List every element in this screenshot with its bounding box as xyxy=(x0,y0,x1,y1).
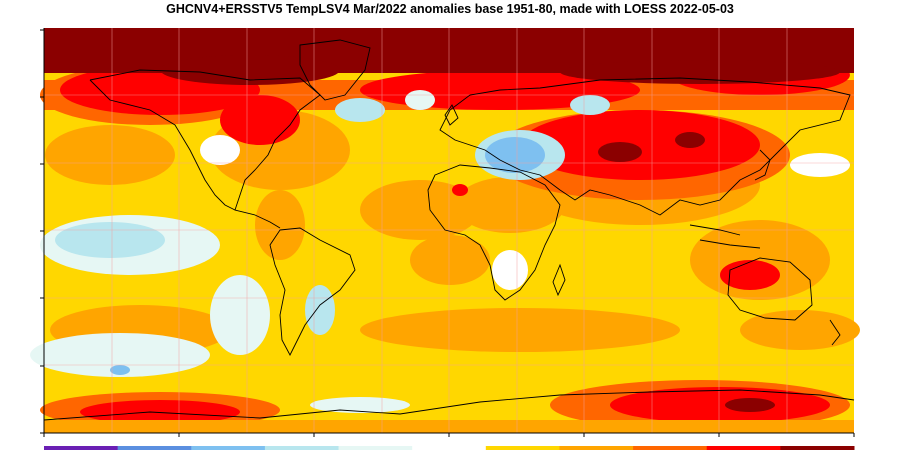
greenland-coast xyxy=(299,39,371,101)
scale-swatch xyxy=(633,446,708,450)
indonesia-coast xyxy=(689,224,761,249)
coastlines xyxy=(43,39,855,421)
scale-swatch xyxy=(191,446,266,450)
new-zealand-coast xyxy=(829,319,841,346)
antarctica-coast xyxy=(43,389,855,421)
cool-anomaly-patches xyxy=(30,90,850,413)
scale-swatch xyxy=(780,446,855,450)
japan-coast xyxy=(754,149,771,181)
madagascar-coast xyxy=(552,263,566,297)
central-asia-core xyxy=(598,142,642,162)
australia-coast xyxy=(727,257,813,321)
scale-swatch xyxy=(412,446,487,450)
scale-swatch xyxy=(264,446,340,450)
scale-swatch xyxy=(44,446,119,450)
scale-swatch xyxy=(706,446,781,450)
scale-swatch xyxy=(338,446,413,450)
north-america-coast xyxy=(89,69,321,229)
scale-swatch xyxy=(117,446,192,450)
axis-frame xyxy=(40,28,855,437)
arctic-warm-lobe-east xyxy=(560,60,840,84)
color-scale-strip xyxy=(44,446,855,450)
east-asia-core xyxy=(675,132,705,148)
arctic-warm-lobe xyxy=(160,55,340,85)
eurasia-coast xyxy=(439,77,851,216)
south-america-coast xyxy=(269,227,356,356)
scale-swatch xyxy=(485,446,560,450)
africa-coast xyxy=(427,164,561,301)
uk-coast xyxy=(444,104,459,126)
scale-swatch xyxy=(559,446,634,450)
map-title: GHCNV4+ERSSTV5 TempLSV4 Mar/2022 anomali… xyxy=(166,2,734,16)
